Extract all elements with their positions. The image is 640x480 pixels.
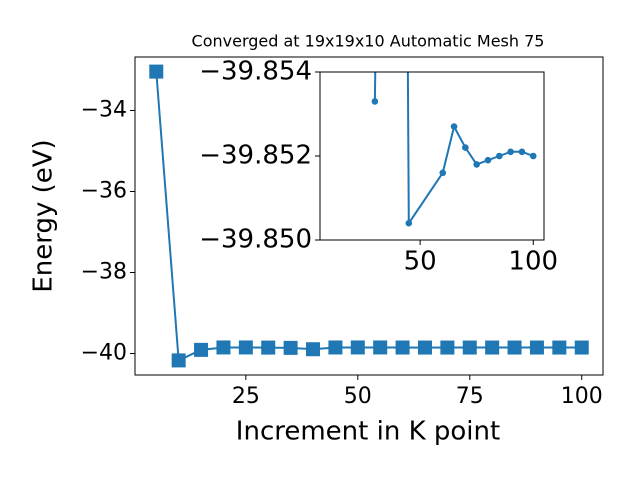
series xyxy=(371,72,537,227)
marker xyxy=(529,152,537,160)
series xyxy=(149,64,589,368)
y-tick-label: −39.850 xyxy=(199,225,312,255)
marker xyxy=(484,156,492,164)
x-tick-label: 75 xyxy=(456,384,484,409)
axes-frame xyxy=(134,56,604,376)
marker xyxy=(350,340,365,355)
marker xyxy=(574,340,589,355)
marker xyxy=(283,340,298,355)
marker xyxy=(450,123,458,130)
marker xyxy=(261,340,276,355)
marker xyxy=(439,169,447,177)
y-tick-label: −39.854 xyxy=(199,57,312,87)
marker xyxy=(373,340,388,355)
marker xyxy=(149,64,164,79)
x-tick-label: 100 xyxy=(508,247,558,277)
marker xyxy=(371,98,379,105)
marker xyxy=(518,148,526,156)
y-tick-label: −39.852 xyxy=(199,141,312,171)
marker xyxy=(238,340,253,355)
marker xyxy=(485,340,500,355)
marker xyxy=(405,219,413,227)
marker xyxy=(440,340,455,355)
plot-area xyxy=(320,72,544,240)
y-tick-label: −36 xyxy=(81,178,127,203)
x-tick-label: 50 xyxy=(344,384,372,409)
y-tick-label: −38 xyxy=(81,260,127,285)
y-tick-label: −34 xyxy=(81,97,127,122)
marker xyxy=(507,148,514,156)
marker xyxy=(171,353,186,368)
marker xyxy=(529,340,544,355)
marker xyxy=(395,340,410,355)
marker xyxy=(507,340,522,355)
marker xyxy=(417,340,432,355)
y-tick-label: −40 xyxy=(81,341,127,366)
marker xyxy=(552,340,567,355)
x-tick-label: 100 xyxy=(561,384,603,409)
marker xyxy=(306,342,321,357)
x-tick-label: 50 xyxy=(404,247,437,277)
marker xyxy=(194,342,209,357)
axes-frame xyxy=(319,71,545,241)
chart-title: Converged at 19x19x10 Automatic Mesh 75 xyxy=(192,32,545,51)
x-axis-label: Increment in K point xyxy=(236,417,500,447)
marker xyxy=(473,161,480,168)
marker xyxy=(216,340,231,355)
y-axis-label: Energy (eV) xyxy=(29,139,59,292)
marker xyxy=(328,340,343,355)
marker xyxy=(462,340,477,355)
marker xyxy=(462,144,469,151)
x-tick-label: 25 xyxy=(232,384,260,409)
marker xyxy=(496,152,503,160)
